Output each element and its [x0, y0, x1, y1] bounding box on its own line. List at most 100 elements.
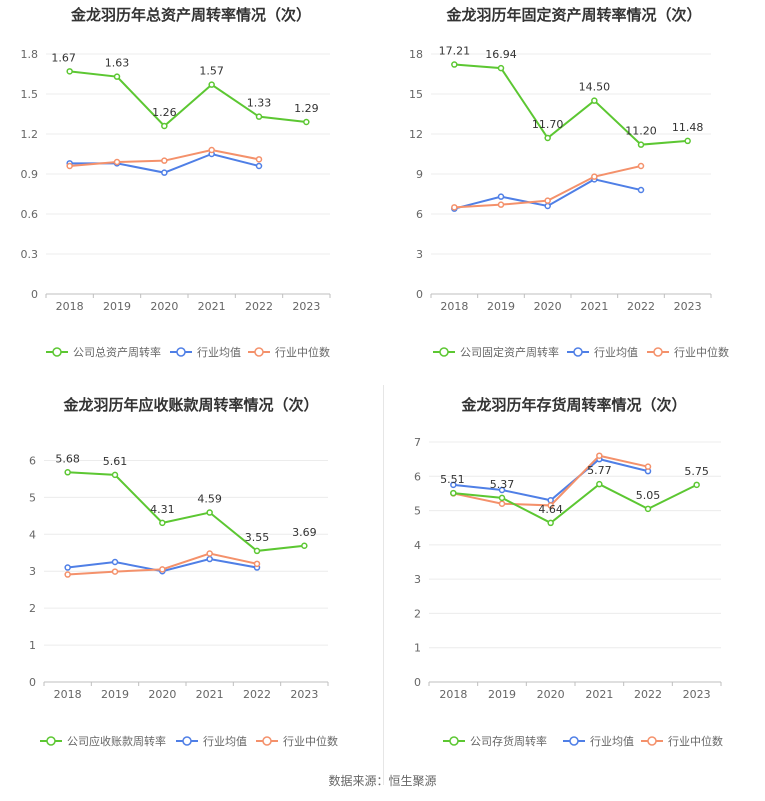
y-tick-label: 1.5	[21, 88, 39, 101]
source-note: 数据来源：恒生聚源	[328, 774, 437, 788]
legend-marker-median[interactable]	[262, 736, 272, 746]
data-point-avg[interactable]	[255, 162, 263, 170]
data-point-median[interactable]	[111, 568, 119, 575]
data-point-company[interactable]	[159, 519, 166, 527]
data-point-company[interactable]	[591, 97, 598, 104]
data-point-avg[interactable]	[450, 481, 457, 489]
data-point-median[interactable]	[591, 173, 598, 180]
data-point-company[interactable]	[303, 118, 310, 126]
data-point-median[interactable]	[547, 502, 554, 509]
data-point-company[interactable]	[111, 471, 119, 479]
data-point-company[interactable]	[66, 68, 73, 75]
data-point-median[interactable]	[498, 500, 506, 507]
data-point-median[interactable]	[64, 571, 71, 578]
data-point-median[interactable]	[253, 560, 261, 568]
legend-label-company[interactable]: 公司存货周转率	[470, 734, 547, 748]
data-point-company[interactable]	[498, 494, 506, 502]
data-point-company[interactable]	[544, 134, 551, 142]
data-point-avg[interactable]	[206, 555, 213, 563]
x-tick-label: 2021	[585, 688, 613, 701]
data-point-median[interactable]	[497, 201, 505, 208]
legend-marker-company[interactable]	[52, 347, 62, 357]
data-point-median[interactable]	[208, 146, 215, 154]
series-line-company	[67, 471, 305, 552]
legend-marker-avg[interactable]	[569, 736, 579, 746]
data-point-company[interactable]	[684, 137, 691, 145]
x-tick-label: 2023	[674, 300, 702, 313]
data-label: 11.70	[532, 118, 564, 131]
data-point-avg[interactable]	[637, 186, 645, 194]
data-point-company[interactable]	[206, 509, 213, 516]
data-point-avg[interactable]	[111, 558, 119, 566]
legend-marker-company[interactable]	[439, 347, 449, 357]
data-point-median[interactable]	[159, 566, 166, 573]
data-point-company[interactable]	[547, 519, 554, 527]
chart-title: 金龙羽历年存货周转率情况（次）	[460, 396, 686, 414]
data-label: 5.77	[587, 464, 612, 477]
legend-marker-avg[interactable]	[182, 736, 192, 746]
data-point-median[interactable]	[596, 452, 603, 459]
legend-label-median[interactable]: 行业中位数	[283, 734, 338, 748]
data-point-avg[interactable]	[544, 202, 551, 210]
legend-marker-median[interactable]	[254, 347, 264, 357]
legend-marker-median[interactable]	[653, 347, 663, 357]
legend-marker-avg[interactable]	[573, 347, 583, 357]
legend-label-company[interactable]: 公司固定资产周转率	[460, 345, 559, 359]
legend-label-avg[interactable]: 行业均值	[203, 735, 247, 748]
chart-title: 金龙羽历年固定资产周转率情况（次）	[445, 6, 701, 24]
y-tick-label: 15	[409, 88, 423, 101]
data-label: 4.31	[150, 503, 175, 516]
data-point-median[interactable]	[451, 204, 458, 211]
chart-panel-inventory-turnover: 金龙羽历年存货周转率情况（次） 0 1 2 3 4 5 6 7 2018 2019 2020 2021 2…	[383, 390, 765, 780]
data-label: 1.33	[247, 97, 272, 110]
legend-marker-company[interactable]	[449, 736, 459, 746]
data-point-median[interactable]	[161, 157, 168, 164]
data-point-avg[interactable]	[497, 193, 505, 200]
data-point-company[interactable]	[208, 81, 215, 88]
data-point-median[interactable]	[544, 197, 551, 204]
data-point-avg[interactable]	[161, 169, 168, 176]
y-tick-label: 0	[416, 288, 423, 301]
data-point-median[interactable]	[66, 162, 73, 170]
data-point-company[interactable]	[596, 480, 603, 488]
data-point-company[interactable]	[64, 469, 71, 476]
y-tick-label: 1	[29, 639, 36, 652]
data-point-company[interactable]	[693, 481, 700, 489]
legend-label-avg[interactable]: 行业均值	[590, 735, 634, 748]
data-point-company[interactable]	[255, 113, 263, 120]
legend-label-median[interactable]: 行业中位数	[674, 345, 729, 359]
data-point-company[interactable]	[301, 542, 308, 550]
legend-label-company[interactable]: 公司总资产周转率	[73, 345, 161, 359]
legend-label-median[interactable]: 行业中位数	[668, 734, 723, 748]
data-point-avg[interactable]	[498, 486, 506, 494]
legend-label-avg[interactable]: 行业均值	[594, 346, 638, 359]
data-point-company[interactable]	[451, 61, 458, 68]
data-point-company[interactable]	[161, 122, 168, 130]
data-point-company[interactable]	[253, 547, 261, 555]
legend-marker-median[interactable]	[647, 736, 657, 746]
data-point-company[interactable]	[450, 489, 457, 497]
y-tick-label: 0.3	[21, 248, 39, 261]
data-point-median[interactable]	[206, 550, 213, 557]
data-point-median[interactable]	[637, 162, 645, 170]
data-label: 3.55	[245, 531, 270, 544]
x-tick-label: 2021	[196, 688, 224, 701]
data-point-company[interactable]	[644, 505, 652, 513]
data-point-avg[interactable]	[64, 564, 71, 571]
legend-marker-avg[interactable]	[176, 347, 186, 357]
legend-label-avg[interactable]: 行业均值	[197, 346, 241, 359]
data-point-company[interactable]	[637, 141, 645, 148]
data-point-median[interactable]	[113, 158, 121, 166]
y-tick-label: 1.2	[21, 128, 39, 141]
data-point-median[interactable]	[255, 156, 263, 163]
y-tick-label: 4	[29, 528, 36, 541]
data-point-company[interactable]	[497, 64, 505, 72]
data-point-median[interactable]	[644, 463, 652, 470]
data-label: 3.69	[292, 526, 317, 539]
legend-marker-company[interactable]	[46, 736, 56, 746]
y-tick-label: 2	[414, 607, 421, 620]
data-point-company[interactable]	[113, 73, 121, 80]
legend-label-company[interactable]: 公司应收账款周转率	[67, 734, 166, 748]
x-tick-label: 2019	[488, 688, 516, 701]
legend-label-median[interactable]: 行业中位数	[275, 345, 330, 359]
